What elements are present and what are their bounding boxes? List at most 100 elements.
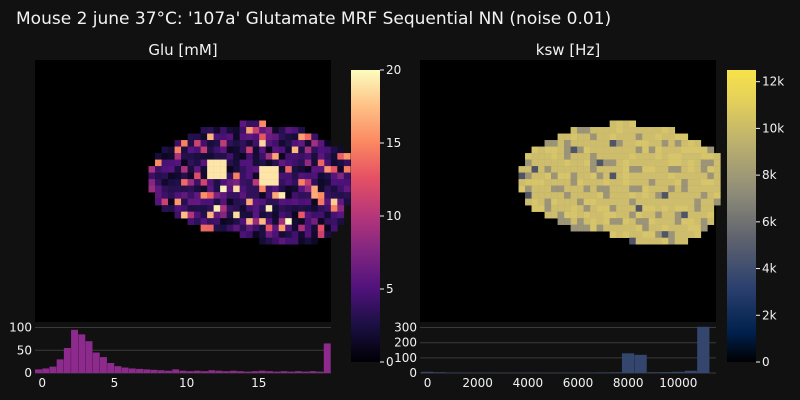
glu-histogram-bar bbox=[63, 348, 71, 373]
ksw-heatmap-cell bbox=[616, 211, 623, 219]
ksw-heatmap-cell bbox=[674, 166, 682, 173]
glu-heatmap-cell bbox=[343, 179, 351, 186]
ksw-heatmap-cell bbox=[694, 140, 702, 147]
glu-heatmap-cell bbox=[298, 146, 306, 154]
ksw-heatmap-cell bbox=[590, 185, 597, 193]
glu-histogram-bar bbox=[273, 371, 281, 373]
glu-heatmap-cell bbox=[194, 211, 201, 219]
glu-heatmap-cell bbox=[246, 166, 253, 173]
ksw-heatmap-cell bbox=[648, 218, 656, 225]
glu-heatmap-cell bbox=[259, 140, 267, 147]
ksw-heatmap-cell bbox=[583, 166, 591, 173]
glu-heatmap-cell bbox=[194, 185, 201, 193]
glu-heatmap-cell bbox=[252, 185, 260, 193]
ksw-histogram-x-tick-label: 10000 bbox=[659, 376, 697, 390]
glu-heatmap-cell bbox=[252, 198, 260, 206]
ksw-heatmap-cell bbox=[700, 218, 708, 225]
ksw-heatmap-cell bbox=[616, 172, 623, 180]
ksw-heatmap-cell bbox=[622, 140, 630, 147]
glu-heatmap-cell bbox=[246, 211, 253, 219]
ksw-heatmap-cell bbox=[544, 205, 552, 212]
ksw-heatmap-cell bbox=[551, 146, 558, 154]
glu-histogram-bar bbox=[215, 370, 223, 373]
ksw-heatmap-cell bbox=[609, 172, 617, 180]
ksw-heatmap-cell bbox=[661, 133, 669, 141]
glu-heatmap-cell bbox=[278, 127, 286, 134]
glu-heatmap-cell bbox=[298, 133, 306, 141]
glu-heatmap-cell bbox=[272, 192, 280, 199]
glu-heatmap-cell bbox=[148, 179, 156, 186]
ksw-heatmap-cell bbox=[570, 133, 578, 141]
glu-heatmap-cell bbox=[317, 179, 325, 186]
ksw-heatmap-cell bbox=[687, 224, 695, 232]
glu-heatmap-cell bbox=[311, 218, 319, 225]
glu-heatmap-cell bbox=[246, 120, 253, 128]
glu-heatmap-cell bbox=[181, 205, 188, 212]
ksw-heatmap-cell bbox=[525, 166, 532, 173]
glu-heatmap-cell bbox=[181, 153, 188, 160]
glu-heatmap-cell bbox=[298, 185, 306, 193]
ksw-heatmap-cell bbox=[570, 166, 578, 173]
ksw-heatmap-cell bbox=[713, 185, 721, 193]
ksw-heatmap-cell bbox=[668, 140, 676, 147]
ksw-heatmap-cell bbox=[687, 146, 695, 154]
glu-heatmap-cell bbox=[220, 185, 227, 193]
ksw-heatmap-cell bbox=[590, 133, 597, 141]
ksw-heatmap-cell bbox=[648, 231, 656, 238]
ksw-heatmap-cell bbox=[622, 198, 630, 206]
glu-heatmap-cell bbox=[194, 166, 201, 173]
ksw-heatmap-cell bbox=[707, 179, 715, 186]
glu-heatmap-cell bbox=[330, 153, 338, 160]
ksw-heatmap-cell bbox=[570, 172, 578, 180]
ksw-heatmap-cell bbox=[655, 140, 663, 147]
ksw-heatmap-cell bbox=[590, 153, 597, 160]
ksw-heatmap-cell bbox=[616, 133, 623, 141]
ksw-heatmap-cell bbox=[707, 198, 715, 206]
ksw-heatmap-cell bbox=[525, 159, 532, 167]
glu-heatmap-cell bbox=[330, 185, 338, 193]
glu-heatmap-cell bbox=[213, 159, 221, 167]
glu-histogram-bar bbox=[164, 370, 172, 373]
glu-heatmap-cell bbox=[298, 172, 306, 180]
ksw-heatmap-cell bbox=[661, 205, 669, 212]
ksw-histogram-x-tick-label: 2000 bbox=[462, 376, 493, 390]
glu-heatmap-cell bbox=[285, 146, 293, 154]
ksw-heatmap-cell bbox=[570, 179, 578, 186]
ksw-heatmap-cell bbox=[629, 133, 637, 141]
glu-heatmap-cell bbox=[291, 153, 299, 160]
glu-heatmap-cell bbox=[220, 153, 227, 160]
glu-heatmap-cell bbox=[168, 185, 175, 193]
ksw-heatmap-cell bbox=[557, 172, 565, 180]
ksw-heatmap-cell bbox=[629, 120, 637, 128]
glu-heatmap-cell bbox=[187, 218, 195, 225]
ksw-heatmap-cell bbox=[609, 218, 617, 225]
ksw-heatmap-cell bbox=[668, 179, 676, 186]
glu-heatmap-cell bbox=[200, 127, 208, 134]
ksw-heatmap-cell bbox=[590, 159, 597, 167]
glu-heatmap-cell bbox=[207, 198, 214, 206]
glu-heatmap-cell bbox=[291, 198, 299, 206]
ksw-heatmap-cell bbox=[674, 231, 682, 238]
ksw-heatmap-cell bbox=[674, 172, 682, 180]
ksw-heatmap-cell bbox=[642, 172, 650, 180]
glu-heatmap-cell bbox=[233, 140, 240, 147]
ksw-heatmap-cell bbox=[668, 146, 676, 154]
glu-heatmap-cell bbox=[259, 237, 267, 245]
glu-heatmap-cell bbox=[324, 198, 332, 206]
glu-heatmap-cell bbox=[298, 198, 306, 206]
glu-histogram-bar bbox=[150, 369, 158, 373]
ksw-heatmap-cell bbox=[648, 166, 656, 173]
glu-heatmap-cell bbox=[213, 224, 221, 232]
ksw-heatmap-cell bbox=[616, 159, 623, 167]
glu-heatmap-cell bbox=[233, 172, 240, 180]
ksw-heatmap-cell bbox=[681, 153, 689, 160]
ksw-heatmap-cell bbox=[551, 179, 558, 186]
glu-heatmap-cell bbox=[187, 133, 195, 141]
glu-heatmap-cell bbox=[259, 231, 267, 238]
glu-heatmap-cell bbox=[187, 211, 195, 219]
glu-heatmap-cell bbox=[304, 205, 312, 212]
glu-heatmap-cell bbox=[161, 179, 169, 186]
ksw-heatmap-cell bbox=[655, 205, 663, 212]
glu-heatmap-cell bbox=[337, 198, 345, 206]
